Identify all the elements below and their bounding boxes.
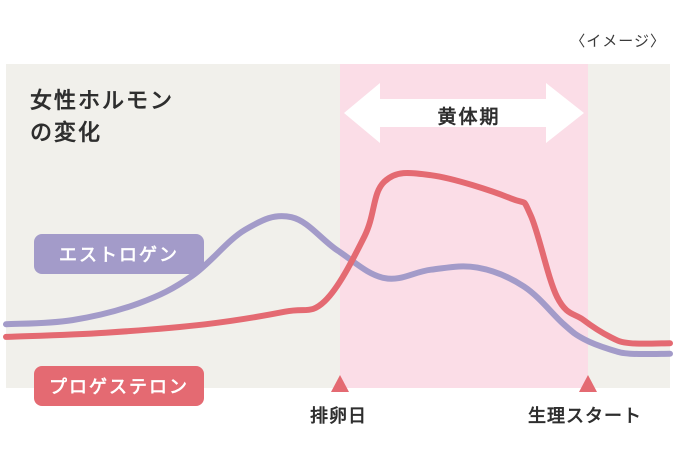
- image-note: 〈イメージ〉: [570, 32, 666, 50]
- progesterone-curve: [3, 169, 673, 347]
- hormone-curves: [3, 169, 673, 358]
- estrogen-curve: [3, 213, 673, 358]
- luteal-phase-arrow: [344, 83, 584, 143]
- chart-title-line-2: の変化: [30, 121, 103, 146]
- chart-title-line-1: 女性ホルモン: [30, 89, 175, 114]
- luteal-phase-label: 黄体期: [437, 106, 501, 128]
- menstruation-start-marker: [579, 375, 597, 392]
- ovulation-label: 排卵日: [310, 406, 367, 427]
- ovulation-marker: [331, 375, 349, 392]
- chart-title: 女性ホルモン の変化: [30, 86, 174, 150]
- menstruation-start-label: 生理スタート: [528, 406, 642, 427]
- estrogen-legend-badge: エストロゲン: [34, 234, 204, 274]
- progesterone-legend-badge: プロゲステロン: [34, 366, 204, 406]
